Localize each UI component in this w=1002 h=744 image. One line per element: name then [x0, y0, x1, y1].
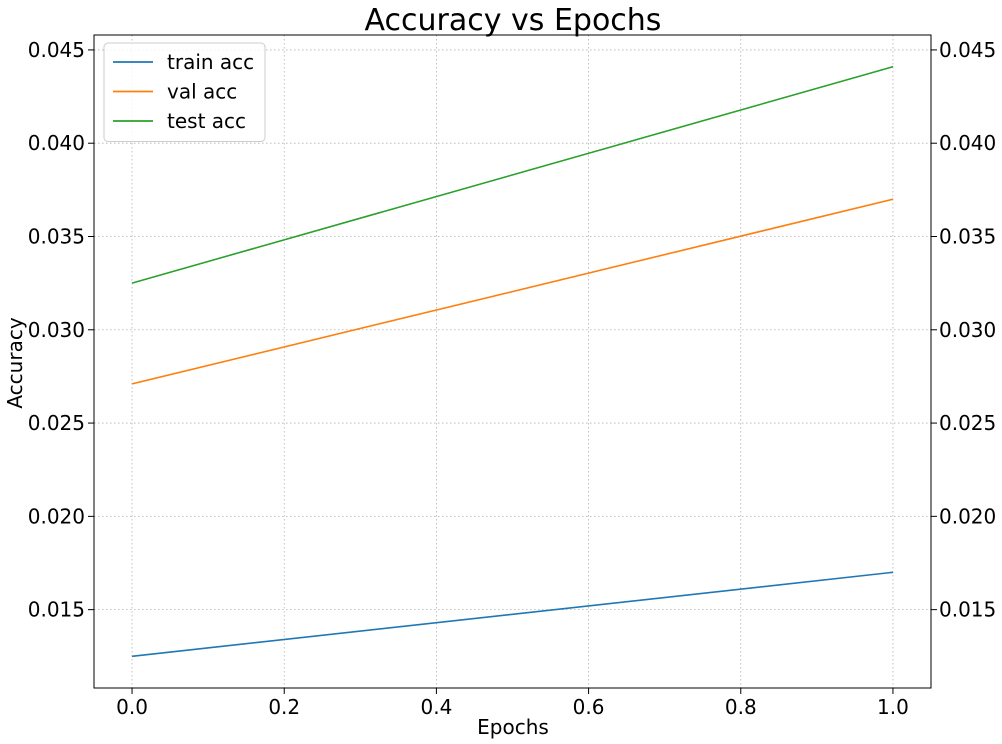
series-line-val-acc — [131, 198, 894, 385]
legend-box — [103, 42, 266, 142]
right-y-tick-label: 0.025 — [939, 411, 996, 435]
series-line-test-acc — [131, 65, 894, 284]
x-axis: 0.0 0.2 0.4 0.6 0.8 1.0 — [116, 688, 909, 719]
right-y-tick-label: 0.040 — [939, 131, 996, 155]
y-tick-label: 0.035 — [28, 224, 85, 248]
x-tick-label: 0.6 — [573, 695, 605, 719]
y-tick-label: 0.025 — [28, 411, 85, 435]
chart-title: Accuracy vs Epochs — [365, 3, 662, 38]
x-axis-label: Epochs — [477, 715, 549, 739]
legend-label-test-acc: test acc — [167, 109, 246, 133]
plot-frame — [93, 34, 932, 689]
legend: train acc val acc test acc — [103, 42, 266, 142]
y-tick-label: 0.015 — [28, 598, 85, 622]
x-tick-label: 0.0 — [116, 695, 148, 719]
legend-label-val-acc: val acc — [167, 80, 237, 104]
y-tick-label: 0.020 — [28, 504, 85, 528]
x-tick-label: 0.4 — [421, 695, 453, 719]
x-tick-label: 0.8 — [725, 695, 757, 719]
x-tick-label: 0.2 — [268, 695, 300, 719]
series-line-train-acc — [131, 571, 894, 658]
y-tick-label: 0.045 — [28, 38, 85, 62]
right-y-tick-label: 0.030 — [939, 318, 996, 342]
x-tick-label: 1.0 — [877, 695, 909, 719]
right-y-tick-label: 0.020 — [939, 504, 996, 528]
right-y-tick-label: 0.015 — [939, 598, 996, 622]
series-lines — [131, 65, 894, 658]
y-axis-label: Accuracy — [3, 317, 27, 408]
grid — [94, 35, 931, 688]
left-y-axis: 0.015 0.020 0.025 0.030 0.035 0.040 0.045 — [28, 38, 94, 622]
right-y-tick-label: 0.045 — [939, 38, 996, 62]
right-y-axis: 0.015 0.020 0.025 0.030 0.035 0.040 0.045 — [931, 38, 996, 622]
y-tick-label: 0.030 — [28, 318, 85, 342]
y-tick-label: 0.040 — [28, 131, 85, 155]
right-y-tick-label: 0.035 — [939, 224, 996, 248]
legend-label-train-acc: train acc — [167, 50, 254, 74]
